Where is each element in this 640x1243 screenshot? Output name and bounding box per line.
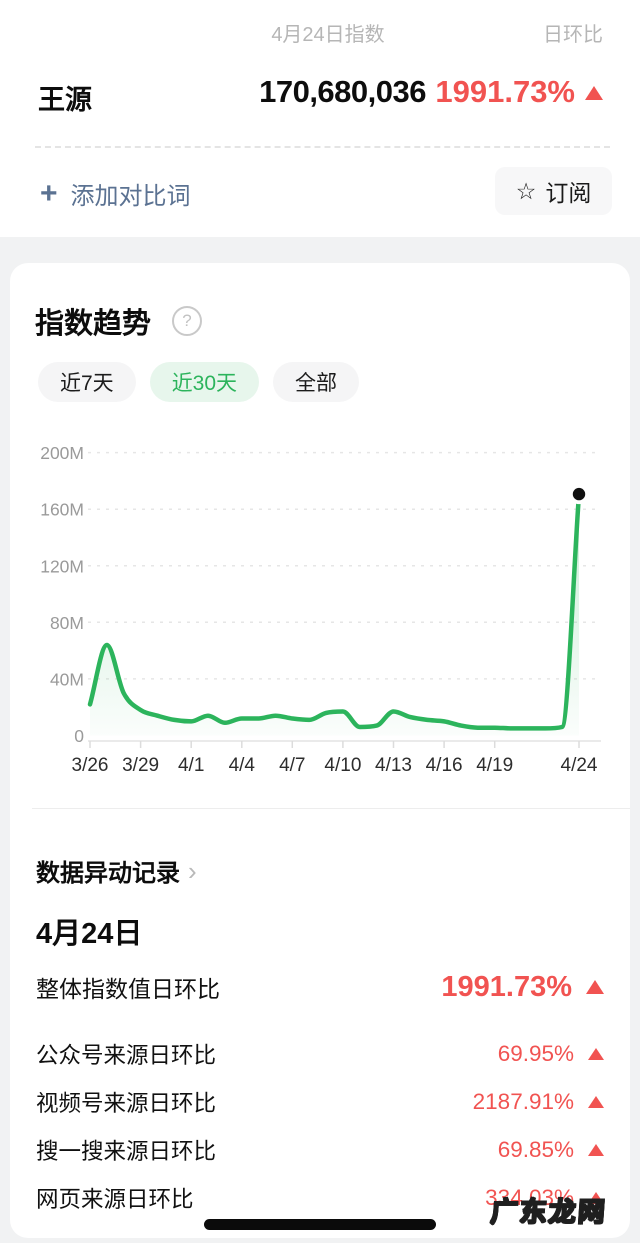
- ratio-column-header: 日环比: [543, 24, 603, 46]
- range-tabs: 近7天 近30天 全部: [38, 362, 360, 402]
- record-row: 视频号来源日环比 2187.91%: [36, 1086, 604, 1118]
- tab-last-7-days[interactable]: 近7天: [38, 362, 136, 402]
- record-label: 视频号来源日环比: [36, 1091, 217, 1116]
- y-axis-tick-label: 0: [74, 726, 84, 746]
- index-column-header: 4月24日指数: [271, 24, 385, 46]
- y-axis-tick-label: 80M: [50, 613, 84, 633]
- records-title: 数据异动记录: [36, 860, 180, 887]
- up-triangle-icon: [585, 86, 603, 100]
- up-triangle-icon: [588, 1192, 604, 1204]
- site-watermark: 广东龙网: [489, 1196, 609, 1228]
- trend-line-chart[interactable]: 0 40M 80M 120M 160M 200M 3/26 3/29 4/1 4/4 4/7 4/10…: [0, 430, 640, 785]
- record-row: 公众号来源日环比 69.95%: [36, 1038, 604, 1070]
- x-axis-tick-label: 3/26: [72, 755, 109, 776]
- record-value: 1991.73%: [441, 970, 572, 1003]
- up-triangle-icon: [588, 1048, 604, 1060]
- x-axis-tick-label: 4/24: [561, 755, 598, 776]
- x-axis-tick-label: 4/19: [476, 755, 513, 776]
- up-triangle-icon: [588, 1096, 604, 1108]
- records-date: 4月24日: [36, 918, 143, 950]
- index-value: 170,680,036: [259, 74, 426, 109]
- chevron-right-icon: ›: [188, 855, 197, 886]
- x-axis-tick-label: 4/4: [229, 755, 256, 776]
- y-axis-tick-label: 120M: [40, 556, 84, 576]
- endpoint-dot[interactable]: [572, 487, 586, 501]
- trend-line: [87, 491, 582, 731]
- up-triangle-icon: [586, 980, 604, 994]
- record-row: 搜一搜来源日环比 69.85%: [36, 1134, 604, 1166]
- x-axis-tick-label: 4/7: [279, 755, 305, 776]
- record-row: 网页来源日环比 334.03%: [36, 1182, 604, 1214]
- y-axis-tick-label: 40M: [50, 669, 84, 689]
- section-divider: [32, 808, 630, 809]
- record-value: 2187.91%: [472, 1089, 574, 1114]
- records-link[interactable]: 数据异动记录 ›: [36, 853, 197, 888]
- add-compare-label: 添加对比词: [70, 183, 191, 210]
- home-indicator-bar[interactable]: [204, 1219, 436, 1230]
- tab-all[interactable]: 全部: [273, 362, 360, 402]
- x-axis-tick-label: 4/10: [324, 755, 361, 776]
- record-row: 整体指数值日环比 1991.73%: [36, 970, 604, 1004]
- tab-last-30-days[interactable]: 近30天: [149, 362, 260, 402]
- help-icon[interactable]: ?: [172, 306, 202, 336]
- record-label: 网页来源日环比: [36, 1187, 194, 1212]
- add-compare-button[interactable]: + 添加对比词: [40, 176, 191, 211]
- dashed-divider: [35, 146, 610, 148]
- record-value: 69.95%: [497, 1041, 574, 1066]
- x-axis-tick-label: 3/29: [122, 755, 159, 776]
- plus-icon: +: [40, 176, 58, 210]
- up-triangle-icon: [588, 1144, 604, 1156]
- keyword-label: 王源: [38, 85, 92, 115]
- subscribe-button[interactable]: ☆ 订阅: [495, 167, 612, 215]
- ratio-value: 1991.73%: [435, 74, 575, 109]
- record-label: 整体指数值日环比: [36, 976, 220, 1002]
- trend-area-fill: [90, 494, 579, 736]
- y-axis-tick-label: 200M: [40, 443, 84, 463]
- x-axis-tick-label: 4/13: [375, 755, 412, 776]
- y-axis-tick-label: 160M: [40, 500, 84, 520]
- subscribe-label: 订阅: [545, 180, 592, 206]
- record-label: 搜一搜来源日环比: [36, 1139, 217, 1164]
- record-label: 公众号来源日环比: [36, 1043, 217, 1068]
- x-axis-tick-label: 4/16: [426, 755, 463, 776]
- trend-card: [10, 263, 630, 1238]
- star-icon: ☆: [515, 177, 537, 204]
- record-value: 69.85%: [497, 1137, 574, 1162]
- x-axis-tick-label: 4/1: [178, 755, 204, 776]
- trend-title: 指数趋势: [35, 308, 152, 340]
- record-value: 334.03%: [485, 1185, 574, 1210]
